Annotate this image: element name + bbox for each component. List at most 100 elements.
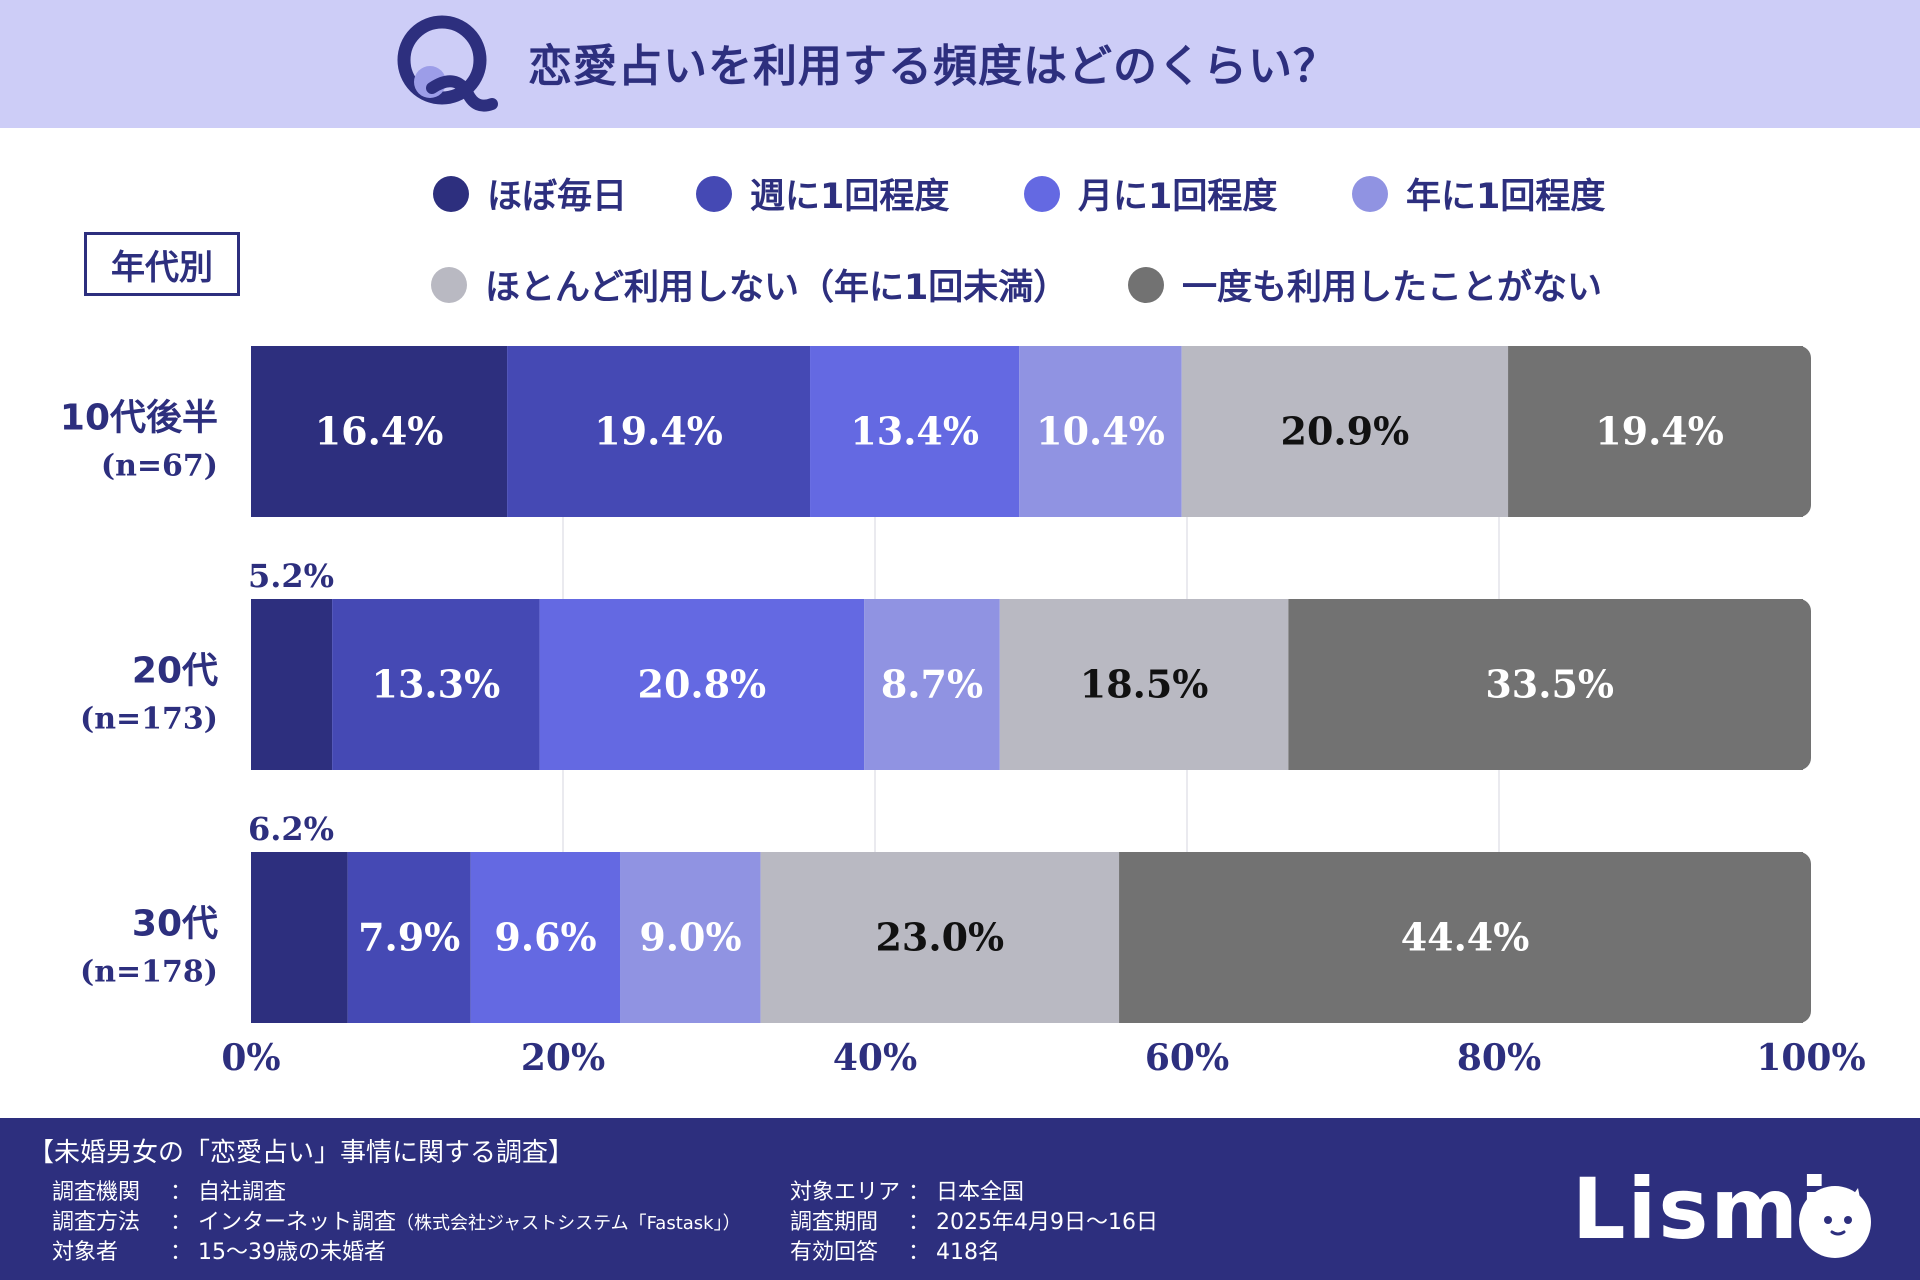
brand-logo: Lismi bbox=[1572, 1160, 1831, 1258]
x-tick-label: 0% bbox=[221, 1037, 280, 1079]
category-n-label: (n=178) bbox=[80, 955, 218, 990]
info-key: 有効回答 bbox=[790, 1240, 879, 1265]
data-label: 20.9% bbox=[1281, 409, 1410, 454]
legend-item: 一度も利用したことがない bbox=[1128, 259, 1602, 310]
info-key: 調査期間 bbox=[790, 1210, 879, 1235]
bar-segment bbox=[1181, 346, 1509, 517]
info-separator: ： bbox=[908, 1180, 931, 1205]
bar-segment bbox=[864, 599, 1000, 770]
legend-item: 月に1回程度 bbox=[1024, 168, 1277, 219]
legend-dot bbox=[1128, 266, 1164, 303]
info-key: 調査機関 bbox=[52, 1180, 141, 1205]
data-label: 44.4% bbox=[1401, 915, 1530, 960]
data-label: 23.0% bbox=[875, 915, 1004, 960]
data-label: 9.6% bbox=[494, 915, 596, 960]
info-value: 自社調査 bbox=[198, 1180, 287, 1205]
legend-label: ほとんど利用しない（年に1回未満） bbox=[485, 268, 1069, 308]
info-separator: ： bbox=[170, 1240, 193, 1265]
legend-label: 年に1回程度 bbox=[1406, 177, 1606, 217]
bar-segment bbox=[999, 599, 1289, 770]
x-tick-label: 40% bbox=[833, 1037, 917, 1079]
data-label: 16.4% bbox=[315, 409, 444, 454]
data-label: 9.0% bbox=[639, 915, 741, 960]
x-tick-label: 60% bbox=[1145, 1037, 1229, 1079]
bar-segment bbox=[620, 852, 761, 1023]
legend-dot bbox=[1352, 175, 1388, 212]
survey-title: 【未婚男女の「恋愛占い」事情に関する調査】 bbox=[28, 1138, 575, 1168]
category-n-label: (n=173) bbox=[80, 702, 218, 737]
data-label: 7.9% bbox=[358, 915, 460, 960]
category-n-label: (n=67) bbox=[101, 449, 218, 484]
data-label: 13.4% bbox=[850, 409, 979, 454]
q-letter-icon bbox=[397, 15, 498, 112]
category-label: 20代 bbox=[132, 651, 218, 692]
legend-item: 週に1回程度 bbox=[696, 168, 949, 219]
bar-segment bbox=[539, 599, 865, 770]
info-key: 調査方法 bbox=[52, 1210, 141, 1235]
info-note: （株式会社ジャストシステム「Fastask」） bbox=[396, 1213, 741, 1234]
x-tick-label: 100% bbox=[1756, 1037, 1865, 1079]
survey-info-row: 対象エリア ：日本全国 bbox=[790, 1174, 1024, 1206]
survey-info-row: 対象者 ： 15〜39歳の未婚者 bbox=[52, 1234, 386, 1266]
legend-item: ほとんど利用しない（年に1回未満） bbox=[431, 259, 1068, 310]
footer: 【未婚男女の「恋愛占い」事情に関する調査】 調査機関：自社調査 調査方法：インタ… bbox=[0, 1118, 1920, 1280]
survey-info-row: 調査期間 ： 2025年4月9日〜16日 bbox=[790, 1204, 1158, 1236]
data-label: 33.5% bbox=[1485, 662, 1614, 707]
legend-item: 年に1回程度 bbox=[1352, 168, 1605, 219]
data-label: 20.8% bbox=[638, 662, 767, 707]
data-label: 6.2% bbox=[248, 810, 334, 848]
header-banner: 恋愛占いを利用する頻度はどのくらい？ bbox=[0, 0, 1920, 128]
segment-tag: 年代別 bbox=[84, 232, 240, 296]
legend-dot bbox=[1024, 175, 1060, 212]
stacked-bar-chart: 16.4% 19.4% 13.4% 10.4% 20.9% 19.4% 10代後半 (n=67… bbox=[60, 346, 1866, 1079]
legend-label: 一度も利用したことがない bbox=[1182, 268, 1603, 308]
x-tick-label: 20% bbox=[521, 1037, 605, 1079]
page-title: 恋愛占いを利用する頻度はどのくらい？ bbox=[528, 41, 1338, 92]
info-key: 対象エリア bbox=[790, 1180, 901, 1205]
bar-segment bbox=[332, 599, 540, 770]
bar-segment bbox=[1508, 346, 1803, 517]
data-label: 8.7% bbox=[881, 662, 983, 707]
category-label: 30代 bbox=[132, 904, 218, 945]
data-label: 13.3% bbox=[372, 662, 501, 707]
bar-segment bbox=[507, 346, 811, 517]
legend-label: 月に1回程度 bbox=[1078, 177, 1278, 217]
cat-mascot-icon bbox=[1799, 1186, 1871, 1258]
data-label: 5.2% bbox=[248, 557, 334, 595]
bar-segment bbox=[470, 852, 621, 1023]
legend-label: 週に1回程度 bbox=[750, 177, 950, 217]
survey-info-row: 調査機関 ：自社調査 bbox=[52, 1174, 286, 1206]
bar-segment bbox=[1119, 852, 1803, 1023]
data-label: 10.4% bbox=[1036, 409, 1165, 454]
data-label: 18.5% bbox=[1080, 662, 1209, 707]
info-separator: ： bbox=[908, 1210, 931, 1235]
legend-item: ほぼ毎日 bbox=[433, 168, 627, 219]
legend-dot bbox=[433, 175, 469, 212]
info-separator: ： bbox=[170, 1210, 193, 1235]
survey-info-row: 有効回答 ： 418名 bbox=[790, 1234, 1000, 1266]
bar-segment bbox=[251, 852, 348, 1023]
info-key: 対象者 bbox=[52, 1240, 119, 1265]
bar-segment bbox=[1288, 599, 1803, 770]
info-value: 2025年4月9日〜16日 bbox=[936, 1210, 1158, 1235]
x-tick-label: 80% bbox=[1457, 1037, 1541, 1079]
category-label: 10代後半 bbox=[60, 398, 218, 439]
bar-segment bbox=[760, 852, 1120, 1023]
info-separator: ： bbox=[170, 1180, 193, 1205]
bar-segment bbox=[251, 346, 508, 517]
info-value: 15〜39歳の未婚者 bbox=[198, 1240, 387, 1265]
data-label: 19.4% bbox=[1595, 409, 1724, 454]
legend-dot bbox=[696, 175, 732, 212]
bar-segment bbox=[347, 852, 471, 1023]
info-value: インターネット調査 bbox=[198, 1210, 397, 1235]
survey-info-row: 調査方法 ：インターネット調査（株式会社ジャストシステム「Fastask」） bbox=[52, 1204, 741, 1236]
bar-segment bbox=[810, 346, 1020, 517]
info-value: 418名 bbox=[936, 1240, 1001, 1265]
info-separator: ： bbox=[908, 1240, 931, 1265]
bar-segment bbox=[251, 599, 333, 770]
info-value: 日本全国 bbox=[936, 1180, 1025, 1205]
bar-segment bbox=[1019, 346, 1182, 517]
legend-dot bbox=[431, 266, 467, 303]
legend-label: ほぼ毎日 bbox=[487, 177, 628, 217]
data-label: 19.4% bbox=[594, 409, 723, 454]
